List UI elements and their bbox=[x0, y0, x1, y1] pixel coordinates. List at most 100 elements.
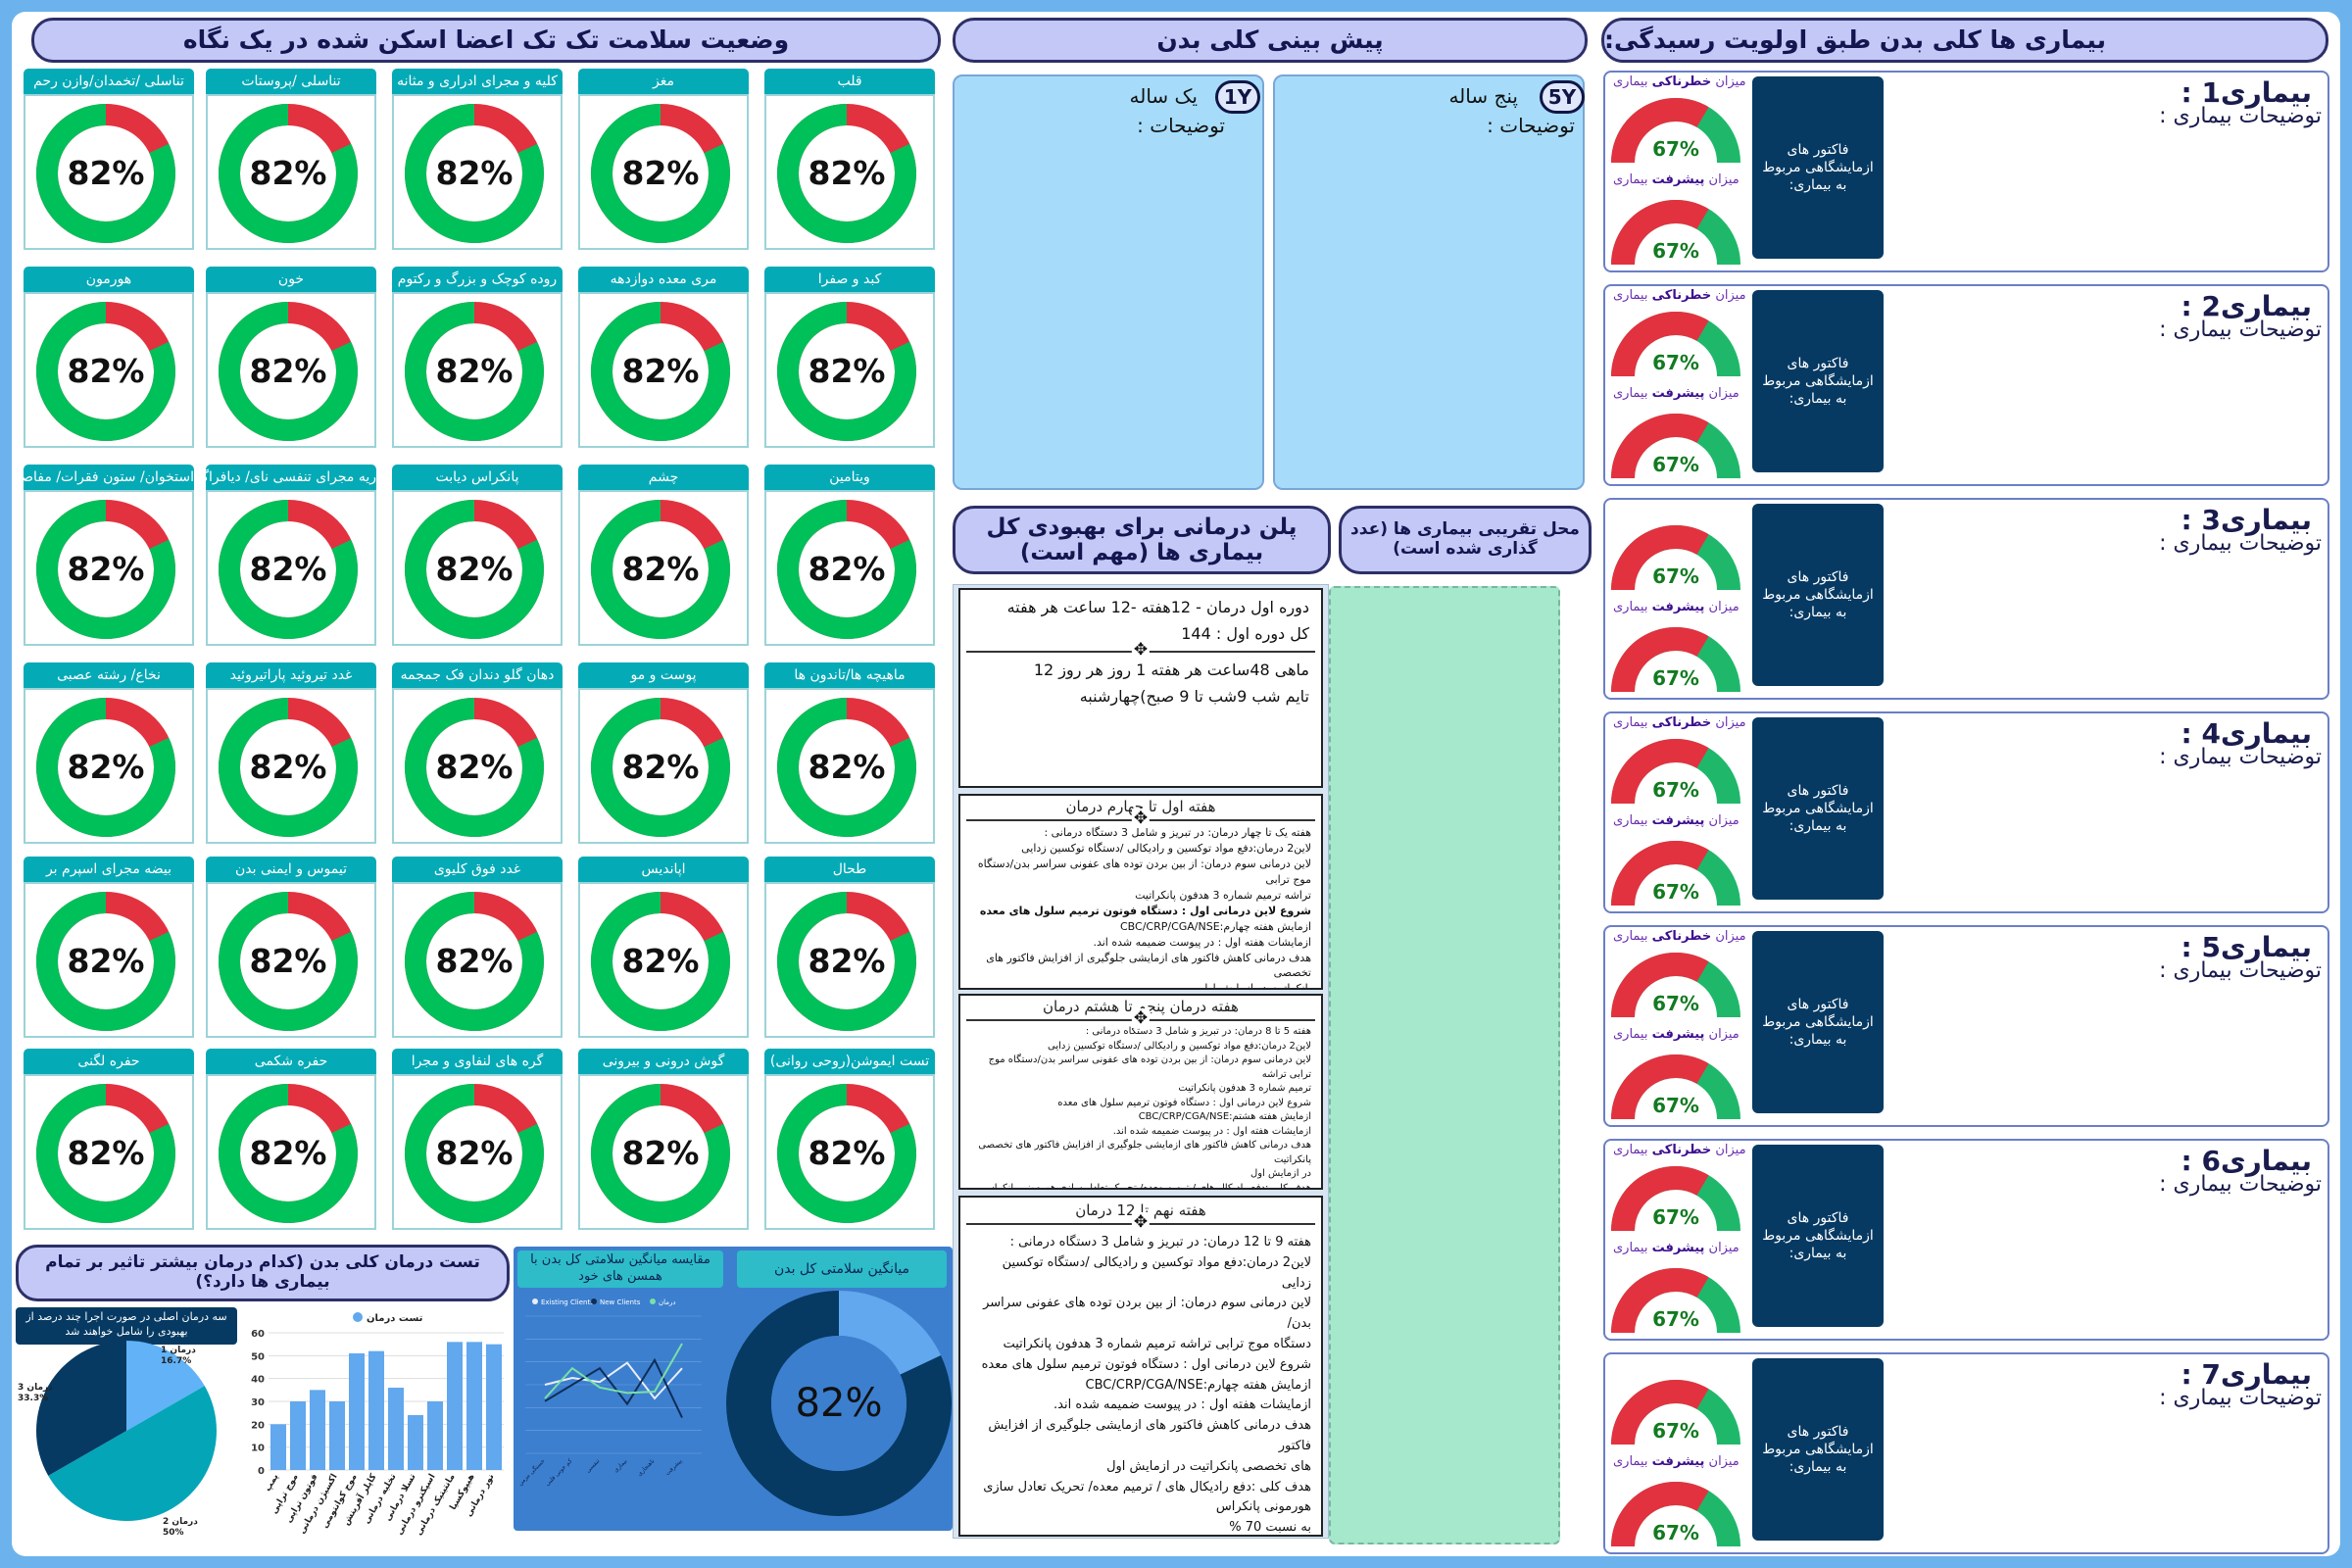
organ-card[interactable]: مری معده دوازدهه 82% bbox=[578, 267, 749, 448]
disease-card[interactable]: بیماری4 : توضیحات بیماری : فاکتور های ازما… bbox=[1603, 711, 2329, 913]
organ-card[interactable]: دهان گلو دندان فک جمجمه 82% bbox=[392, 662, 563, 844]
organ-card[interactable]: تناسلی /تخمدان/وازن رحم 82% bbox=[24, 69, 194, 250]
pie-slice bbox=[35, 1341, 126, 1476]
disease-description: توضیحات بیماری : bbox=[2159, 1172, 2322, 1197]
progress-gauge-value: 67% bbox=[1652, 666, 1699, 690]
organ-card[interactable]: قلب 82% bbox=[764, 69, 935, 250]
pie-slice bbox=[126, 1341, 205, 1431]
organ-card[interactable]: پوست و مو 82% bbox=[578, 662, 749, 844]
organ-donut-healthy bbox=[591, 892, 730, 1031]
organ-donut-box: 82% bbox=[206, 94, 376, 250]
disease-card[interactable]: بیماری1 : توضیحات بیماری : فاکتور های ازما… bbox=[1603, 71, 2329, 272]
organ-donut-healthy bbox=[219, 500, 358, 639]
organ-donut-healthy bbox=[219, 1084, 358, 1223]
lab-factors-box: فاکتور های ازمایشگاهی مربوط به بیماری: bbox=[1752, 1358, 1884, 1541]
x-tick-label: ناهنجاری bbox=[636, 1457, 657, 1478]
organ-donut-healthy bbox=[777, 892, 916, 1031]
series-line bbox=[544, 1361, 683, 1400]
organ-card[interactable]: کبد و صفرا 82% bbox=[764, 267, 935, 448]
progress-gauge-value: 67% bbox=[1652, 453, 1699, 476]
organ-card[interactable]: اپاندیس 82% bbox=[578, 857, 749, 1038]
plan-line: شروع لاین درمانی اول : دستگاه فوتون ترمی… bbox=[981, 1356, 1311, 1372]
organ-card[interactable]: هورمون 82% bbox=[24, 267, 194, 448]
organ-card[interactable]: حفره شکمی 82% bbox=[206, 1049, 376, 1230]
progress-gauge-value: 67% bbox=[1652, 1521, 1699, 1544]
danger-gauge bbox=[1611, 1166, 1740, 1232]
danger-label-pre: میزان bbox=[1711, 715, 1746, 730]
organ-percent: 82% bbox=[808, 352, 886, 390]
organ-card[interactable]: روده کوچک و بزرگ و رکتوم 82% bbox=[392, 267, 563, 448]
organ-donut-healthy bbox=[777, 698, 916, 837]
organ-donut-chart bbox=[591, 1084, 730, 1223]
organ-card[interactable]: تناسلی /پروستات 82% bbox=[206, 69, 376, 250]
organ-card[interactable]: کلیه و مجرای ادراری و مثانه 82% bbox=[392, 69, 563, 250]
organ-card[interactable]: غدد تیروئید پاراتیروئید 82% bbox=[206, 662, 376, 844]
danger-gauge-value: 67% bbox=[1652, 137, 1699, 161]
organ-card[interactable]: تست ایموشن(روحی روانی) 82% bbox=[764, 1049, 935, 1230]
progress-label: میزان پیشرفت بیماری bbox=[1613, 600, 1740, 614]
organ-card[interactable]: خون 82% bbox=[206, 267, 376, 448]
plan-weeks-9-12: هفته نهم تا 12 درمان هفته 9 تا 12 درمان:… bbox=[958, 1196, 1323, 1537]
organ-card[interactable]: پانکراس دیابت 82% bbox=[392, 465, 563, 646]
organ-card[interactable]: تیموس و ایمنی بدن 82% bbox=[206, 857, 376, 1038]
danger-label: میزان خطرناکی بیماری bbox=[1613, 288, 1746, 303]
disease-card[interactable]: بیماری5 : توضیحات بیماری : فاکتور های ازما… bbox=[1603, 925, 2329, 1127]
organ-card[interactable]: حفره لگنی 82% bbox=[24, 1049, 194, 1230]
disease-location-title: محل تقریبی بیماری ها (عدد گذاری شده است) bbox=[1350, 519, 1580, 559]
organ-label: کبد و صفرا bbox=[764, 267, 935, 292]
progress-label-pre: میزان bbox=[1704, 1454, 1740, 1469]
disease-description: توضیحات بیماری : bbox=[2159, 1386, 2322, 1410]
organ-percent: 82% bbox=[67, 942, 145, 980]
organ-card[interactable]: نخاع/ رشته عصبی 82% bbox=[24, 662, 194, 844]
organ-donut-chart bbox=[777, 892, 916, 1031]
disease-card[interactable]: بیماری2 : توضیحات بیماری : فاکتور های ازما… bbox=[1603, 284, 2329, 486]
overall-test-title: تست درمان کلی بدن (کدام درمان بیشتر تاثی… bbox=[45, 1252, 480, 1292]
organ-donut-box: 82% bbox=[24, 882, 194, 1038]
organ-card[interactable]: استخوان/ ستون فقرات/ مفاصل 82% bbox=[24, 465, 194, 646]
danger-label-bold: خطرناکی bbox=[1651, 715, 1712, 730]
progress-label: میزان پیشرفت بیماری bbox=[1613, 1027, 1740, 1042]
organ-card[interactable]: مغز 82% bbox=[578, 69, 749, 250]
organ-card[interactable]: گوش درونی و بیرونی 82% bbox=[578, 1049, 749, 1230]
danger-gauge-fill bbox=[1611, 1166, 1709, 1232]
disease-card[interactable]: بیماری7 : توضیحات بیماری : فاکتور های ازما… bbox=[1603, 1352, 2329, 1554]
pie-label-pct: 33.3% bbox=[18, 1394, 48, 1403]
organ-label: کلیه و مجرای ادراری و مثانه bbox=[392, 69, 563, 94]
organ-card[interactable]: چشم 82% bbox=[578, 465, 749, 646]
organ-card[interactable]: غدد فوق کلیوی 82% bbox=[392, 857, 563, 1038]
organ-label: روده کوچک و بزرگ و رکتوم bbox=[392, 267, 563, 292]
five-year-title: پنج ساله bbox=[1448, 84, 1518, 108]
organ-card[interactable]: ریه مجرای تنفسی نای/ دیافراگم 82% bbox=[206, 465, 376, 646]
organ-donut-box: 82% bbox=[764, 490, 935, 646]
organ-percent: 82% bbox=[435, 1134, 514, 1172]
plan-line: هورمونی پانکراس bbox=[1215, 1499, 1311, 1515]
organ-label: دهان گلو دندان فک جمجمه bbox=[392, 662, 563, 688]
organ-percent: 82% bbox=[621, 748, 700, 786]
organ-percent: 82% bbox=[621, 550, 700, 588]
plan-line: ازمایشات هفته اول : در پیوست ضمیمه شده ا… bbox=[1054, 1397, 1311, 1413]
plan-p1-line1: دوره اول درمان - 12هفته -12 ساعت هر هفته bbox=[1006, 598, 1309, 616]
progress-label-bold: پیشرفت bbox=[1651, 1454, 1705, 1469]
organ-card[interactable]: بیضه مجرای اسپرم بر 82% bbox=[24, 857, 194, 1038]
organ-donut-healthy bbox=[591, 500, 730, 639]
danger-label-bold: خطرناکی bbox=[1651, 74, 1712, 89]
scan-status-header: وضعیت سلامت تک تک اعضا اسکن شده در یک نگ… bbox=[31, 18, 941, 63]
organ-donut-healthy bbox=[777, 104, 916, 243]
organ-percent: 82% bbox=[249, 154, 327, 192]
organ-donut-healthy bbox=[36, 104, 175, 243]
disease-card[interactable]: بیماری6 : توضیحات بیماری : فاکتور های ازما… bbox=[1603, 1139, 2329, 1341]
organ-card[interactable]: طحال 82% bbox=[764, 857, 935, 1038]
x-tick-label: تنفسی bbox=[585, 1457, 602, 1474]
avg-donut-hole bbox=[771, 1336, 906, 1471]
organ-donut-box: 82% bbox=[392, 882, 563, 1038]
danger-gauge bbox=[1611, 312, 1740, 377]
plan-weeks-1-4-title: هفته اول تا چهارم درمان bbox=[1065, 798, 1216, 815]
organ-label: غدد فوق کلیوی bbox=[392, 857, 563, 882]
organ-card[interactable]: ماهیچه ها/تاندون ها 82% bbox=[764, 662, 935, 844]
disease-card[interactable]: بیماری3 : توضیحات بیماری : فاکتور های ازما… bbox=[1603, 498, 2329, 700]
organ-card[interactable]: ویتامین 82% bbox=[764, 465, 935, 646]
organ-card[interactable]: گره های لنفاوی و مجرا 82% bbox=[392, 1049, 563, 1230]
avg-health-donut bbox=[726, 1291, 952, 1516]
legend-label: تست درمان bbox=[367, 1313, 423, 1324]
organ-label: اپاندیس bbox=[578, 857, 749, 882]
